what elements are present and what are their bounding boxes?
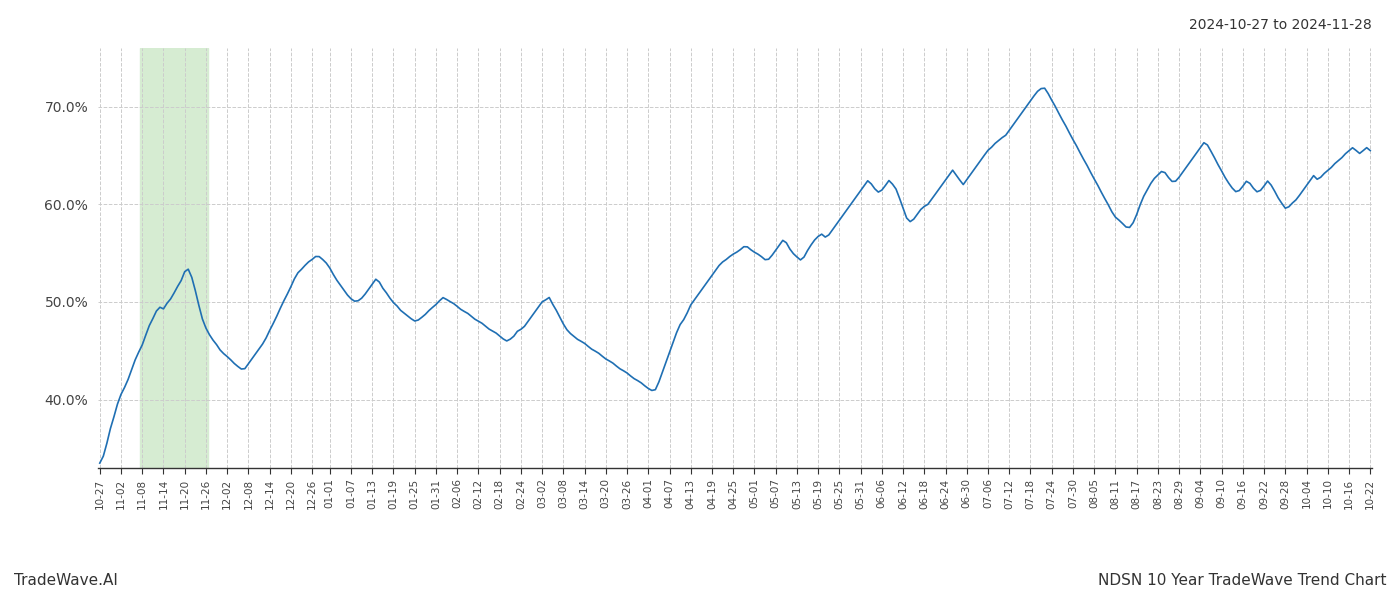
Text: TradeWave.AI: TradeWave.AI <box>14 573 118 588</box>
Text: NDSN 10 Year TradeWave Trend Chart: NDSN 10 Year TradeWave Trend Chart <box>1098 573 1386 588</box>
Bar <box>140 48 207 468</box>
Text: 2024-10-27 to 2024-11-28: 2024-10-27 to 2024-11-28 <box>1189 18 1372 32</box>
